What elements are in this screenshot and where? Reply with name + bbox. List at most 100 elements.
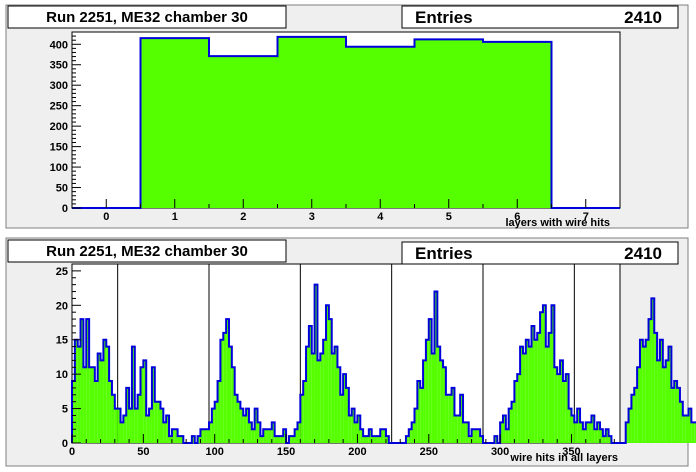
x-tick-label: 2 [240,211,246,223]
histogram-bar [505,429,509,443]
histogram-bar [317,360,321,443]
x-tick-label: 100 [206,446,224,458]
histogram-bar [454,415,458,443]
x-tick-label: 0 [103,211,109,223]
x-tick-label: 50 [137,446,149,458]
y-tick-label: 200 [50,121,68,133]
histogram-bar [542,305,546,443]
histogram-bar [500,422,503,443]
histogram-bar [80,319,84,443]
histogram-bar [437,346,441,443]
histogram-bar [346,387,349,443]
y-tick-label: 25 [56,266,68,278]
histogram-bar [246,408,249,443]
histogram-bar [659,339,663,443]
histogram-bar [209,422,212,443]
histogram-bar [685,415,689,443]
histogram-bar [109,381,112,443]
histogram-bar [688,408,692,443]
top-stats-label: Entries [415,8,473,27]
histogram-bar [254,408,258,443]
histogram-bar [251,429,255,443]
histogram-bar [334,346,338,443]
histogram-bar [514,381,518,443]
histogram-bar [574,422,578,443]
histogram-bar [434,291,438,443]
histogram-bar [371,436,375,443]
histogram-bar [531,325,535,443]
histogram-bar [140,38,209,209]
histogram-bar [354,422,358,443]
histogram-bar [502,415,506,443]
histogram-bar [288,436,292,443]
histogram-bar [431,353,435,443]
histogram-bar [209,56,278,209]
histogram-bar [377,436,381,443]
histogram-bar [137,394,141,443]
histogram-bar [191,436,195,443]
top-title-box [7,5,287,29]
histogram-bar [337,367,341,443]
histogram-bar [471,429,475,443]
top-x-axis-title: layers with wire hits [505,217,610,229]
histogram-bar [677,387,680,443]
histogram-bar [91,367,95,443]
histogram-bar [425,339,429,443]
y-tick-label: 20 [56,300,68,312]
histogram-bar [149,408,152,443]
histogram-bar [628,408,632,443]
histogram-bar [457,415,461,443]
histogram-bar [120,422,124,443]
histogram-bar [682,415,686,443]
histogram-bar [220,339,224,443]
histogram-bar [625,422,629,443]
histogram-bar [594,429,598,443]
histogram-bar [340,394,344,443]
histogram-bar [480,436,483,443]
y-tick-label: 15 [56,335,68,347]
histogram-bar [248,422,252,443]
histogram-bar [568,408,572,443]
histogram-bar [639,339,643,443]
histogram-bar [260,436,264,443]
histogram-bar [651,298,655,443]
histogram-bar [645,339,649,443]
histogram-bar [423,360,426,443]
histogram-bar [363,436,366,443]
histogram-bar [74,339,78,443]
histogram-bar [280,436,284,443]
histogram-bar [274,436,278,443]
histogram-bar [554,367,558,443]
histogram-bar [562,381,566,443]
histogram-bar [679,401,683,443]
histogram-bar [97,353,101,443]
histogram-bar [588,422,592,443]
histogram-bar [306,346,309,443]
histogram-bar [72,381,75,443]
histogram-bar [123,415,127,443]
histogram-bar [163,422,167,443]
histogram-bar [668,346,672,443]
histogram-bar [665,360,669,443]
y-tick-label: 250 [50,101,68,113]
x-tick-label: 200 [348,446,366,458]
histogram-bar [263,429,267,443]
histogram-bar [662,367,666,443]
histogram-bar [451,387,455,443]
histogram-bar [157,401,161,443]
histogram-bar [560,360,563,443]
histogram-bar [671,387,675,443]
histogram-bar [129,408,132,443]
y-tick-label: 0 [62,203,68,215]
histogram-bar [271,422,275,443]
histogram-outline [71,283,696,444]
histogram-bar [111,394,115,443]
histogram-bar [100,360,104,443]
y-tick-label: 350 [50,60,68,72]
y-tick-label: 10 [56,369,68,381]
x-tick-label: 5 [446,211,452,223]
histogram-bar [277,436,281,443]
histogram-bar [308,325,312,443]
histogram-bar [448,394,452,443]
histogram-bar [534,339,538,443]
